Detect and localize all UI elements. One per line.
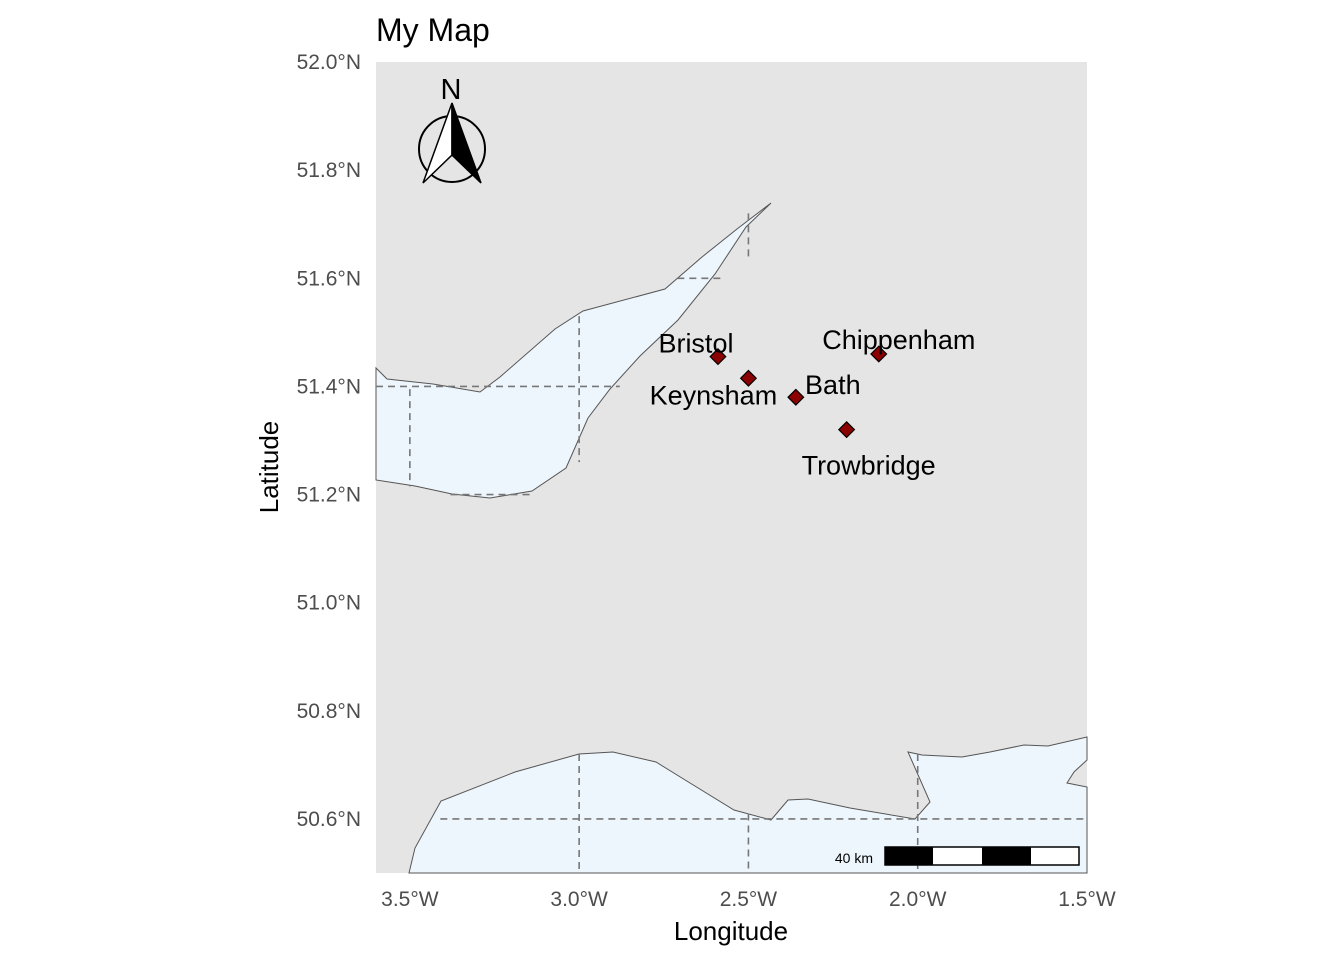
scale-bar-segment-4 — [1031, 847, 1079, 865]
city-label-chippenham: Chippenham — [822, 325, 975, 355]
scale-bar-segment-2 — [933, 847, 982, 865]
y-tick-label: 51.6°N — [297, 267, 361, 290]
x-tick-label: 3.0°W — [550, 888, 608, 911]
y-tick-label: 51.8°N — [297, 159, 361, 182]
x-tick-label: 2.0°W — [889, 888, 947, 911]
city-marker-keynsham[interactable] — [739, 369, 758, 387]
scale-bar-segment-1 — [885, 847, 933, 865]
city-label-bristol: Bristol — [658, 329, 733, 359]
y-tick-label: 52.0°N — [297, 51, 361, 74]
city-label-keynsham: Keynsham — [650, 380, 778, 410]
scale-bar: 40 km — [835, 846, 1080, 866]
y-axis-ticks: 52.0°N 51.8°N 51.6°N 51.4°N 51.2°N 51.0°N 50.8… — [297, 51, 361, 831]
y-tick-label: 51.0°N — [297, 592, 361, 615]
city-marker-bath[interactable] — [787, 388, 805, 406]
city-marker-trowbridge[interactable] — [837, 421, 856, 439]
scale-bar-segment-3 — [982, 847, 1031, 865]
city-label-bath: Bath — [805, 370, 861, 400]
city-marker-bristol[interactable] — [709, 348, 727, 366]
north-arrow: N — [418, 74, 486, 184]
bristol-channel — [375, 202, 772, 499]
city-label-trowbridge: Trowbridge — [802, 451, 936, 481]
x-tick-label: 3.5°W — [381, 888, 439, 911]
scale-bar-label: 40 km — [835, 850, 873, 866]
y-axis-label: Latitude — [254, 421, 284, 514]
map-title: My Map — [376, 12, 490, 48]
x-axis-label: Longitude — [674, 916, 788, 946]
y-tick-label: 51.2°N — [297, 484, 361, 507]
north-arrow-right-half — [451, 102, 482, 184]
city-marker-chippenham[interactable] — [870, 345, 888, 363]
scale-bar-outline — [884, 846, 1080, 866]
y-tick-label: 51.4°N — [297, 375, 361, 398]
x-axis-ticks: 3.5°W 3.0°W 2.5°W 2.0°W 1.5°W — [381, 888, 1116, 911]
x-tick-label: 2.5°W — [720, 888, 778, 911]
x-tick-label: 1.5°W — [1058, 888, 1116, 911]
city-markers: Bristol Keynsham Bath Chippenham Trowbridge — [650, 325, 976, 481]
north-arrow-label: N — [441, 74, 462, 106]
y-tick-label: 50.6°N — [297, 808, 361, 831]
y-tick-label: 50.8°N — [297, 700, 361, 723]
